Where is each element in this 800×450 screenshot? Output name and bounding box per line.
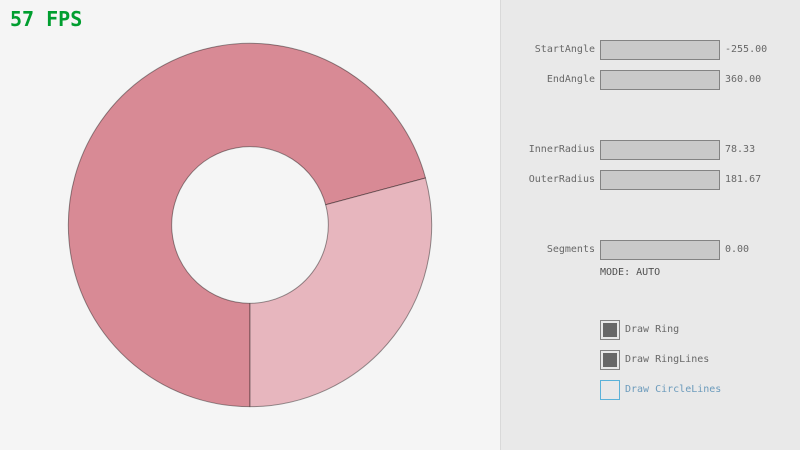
segments-slider[interactable] xyxy=(600,240,720,260)
inner-radius-label: InnerRadius xyxy=(528,144,595,155)
inner-radius-value: 78.33 xyxy=(725,144,756,155)
draw-circlelines-label: Draw CircleLines xyxy=(625,384,722,395)
slider-row-start-angle: StartAngle -255.00 xyxy=(0,40,800,60)
slider-row-outer-radius: OuterRadius 181.67 xyxy=(0,170,800,190)
segments-mode-text: MODE: AUTO xyxy=(600,267,661,278)
end-angle-label: EndAngle xyxy=(546,74,595,85)
start-angle-slider[interactable] xyxy=(600,40,720,60)
ring-segment-single-pass xyxy=(249,177,433,408)
slider-row-inner-radius: InnerRadius 78.33 xyxy=(0,140,800,160)
segments-value: 0.00 xyxy=(725,244,750,255)
outer-radius-value: 181.67 xyxy=(725,174,762,185)
fps-counter: 57 FPS xyxy=(10,7,83,31)
checkbox-row-draw-ring: Draw Ring xyxy=(0,320,800,340)
inner-radius-slider[interactable] xyxy=(600,140,720,160)
draw-ring-label: Draw Ring xyxy=(625,324,680,335)
checkmark-icon xyxy=(603,353,617,367)
ring-canvas xyxy=(67,42,433,408)
checkmark-icon xyxy=(603,323,617,337)
draw-ringlines-checkbox[interactable] xyxy=(600,350,620,370)
slider-row-end-angle: EndAngle 360.00 xyxy=(0,70,800,90)
start-angle-label: StartAngle xyxy=(534,44,595,55)
outer-radius-label: OuterRadius xyxy=(528,174,595,185)
checkbox-row-draw-circlelines: Draw CircleLines xyxy=(0,380,800,400)
slider-row-segments: Segments 0.00 xyxy=(0,240,800,260)
end-angle-value: 360.00 xyxy=(725,74,762,85)
checkbox-row-draw-ringlines: Draw RingLines xyxy=(0,350,800,370)
draw-ring-checkbox[interactable] xyxy=(600,320,620,340)
panel-divider xyxy=(500,0,501,450)
end-angle-slider[interactable] xyxy=(600,70,720,90)
draw-ringlines-label: Draw RingLines xyxy=(625,354,710,365)
start-angle-value: -255.00 xyxy=(725,44,768,55)
draw-circlelines-checkbox[interactable] xyxy=(600,380,620,400)
outer-radius-slider[interactable] xyxy=(600,170,720,190)
segments-label: Segments xyxy=(546,244,595,255)
ring-segment-double-pass xyxy=(67,42,427,408)
